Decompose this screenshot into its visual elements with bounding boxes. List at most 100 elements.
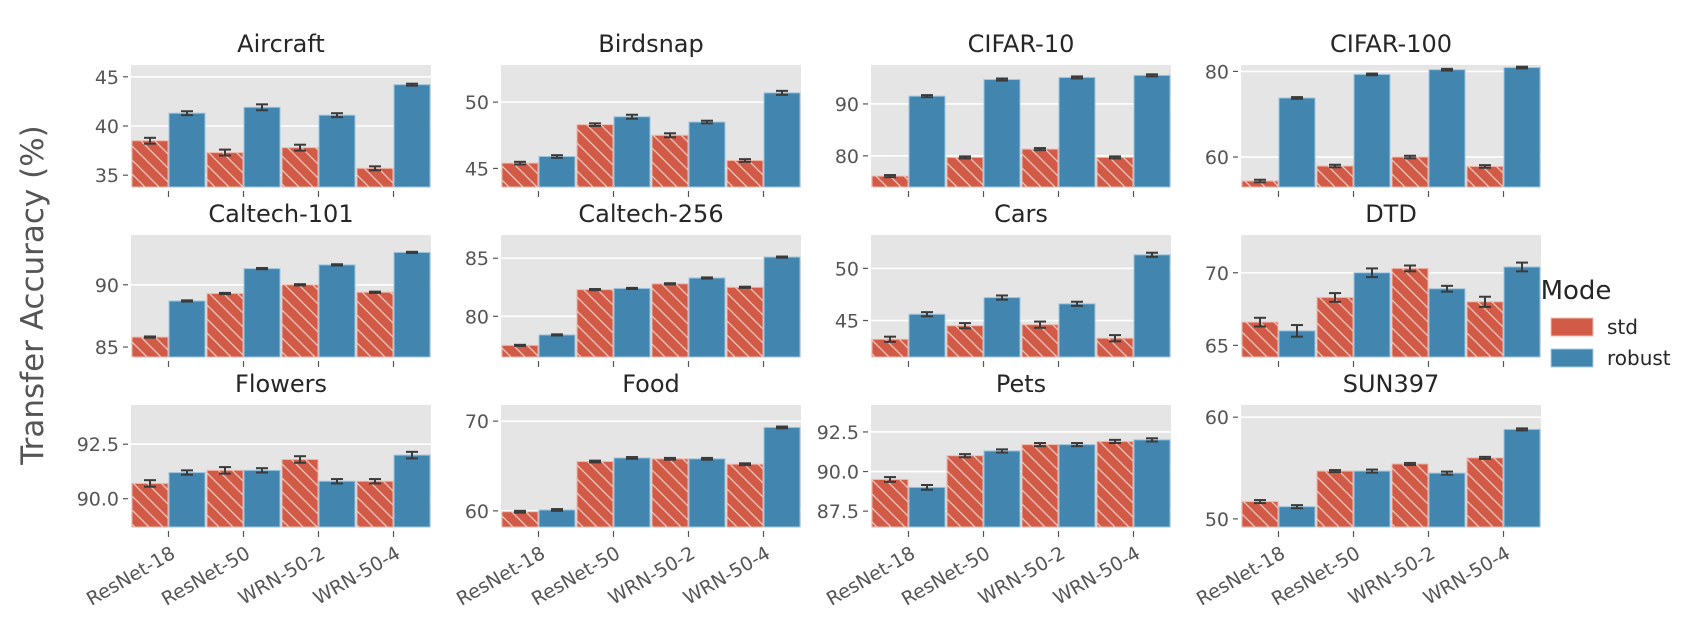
y-tick-label: 80 [835,146,859,168]
error-bar [959,322,971,330]
y-tick-label: 92.5 [817,422,859,444]
bar-robust-wrn-50-2 [688,121,726,188]
bar-robust-wrn-50-4 [763,256,801,358]
bar-robust-wrn-50-2 [1058,303,1096,358]
bar-hatch [947,325,983,357]
y-tick-label: 45 [95,67,119,89]
error-bar [776,89,788,96]
bar-hatch [1022,444,1058,527]
panel-title: Caltech-101 [208,200,353,228]
bar-robust-wrn-50-4 [1133,74,1171,188]
error-bar [514,160,526,166]
error-bar [1291,504,1303,510]
bar-robust-resnet-50 [1353,272,1391,358]
error-bar [256,103,268,112]
error-bar [589,288,601,292]
bar-robust-resnet-50 [1353,470,1391,528]
bar-hatch [1242,322,1278,357]
error-bar [664,132,676,139]
bar-robust-resnet-50 [1353,73,1391,188]
error-bar [144,136,156,145]
bar-robust-resnet-18 [908,313,946,358]
bar-hatch [1242,501,1278,527]
bar-hatch [1467,301,1503,357]
error-bar [1254,316,1266,328]
bar-robust-wrn-50-2 [1058,444,1096,528]
error-bar [551,333,563,337]
error-bar [331,112,343,119]
bar-robust-wrn-50-2 [1428,288,1466,358]
bar-hatch [282,147,318,187]
x-tick-label: WRN-50-4 [310,542,404,609]
bar-hatch [652,135,688,187]
error-bar [1329,469,1341,474]
error-bar [1441,284,1453,293]
bar-hatch [872,339,908,357]
error-bar [144,479,156,488]
error-bar [1034,442,1046,448]
bar-robust-wrn-50-4 [1503,67,1541,188]
panel-title: Flowers [235,370,327,398]
bar-robust-resnet-18 [538,334,576,358]
error-bar [294,283,306,287]
error-bar [406,250,418,255]
error-bar [701,456,713,461]
bar-hatch [1022,149,1058,187]
bar-robust-wrn-50-4 [393,84,431,188]
panel-flowers: 90.092.5FlowersResNet-18ResNet-50WRN-50-… [77,370,431,610]
error-bar [626,456,638,460]
legend-swatch-robust [1550,348,1594,368]
error-bar [1146,73,1158,78]
bar-hatch [872,479,908,527]
bar-robust-wrn-50-4 [393,454,431,528]
bar-hatch [727,287,763,357]
y-tick-label: 70 [1205,263,1229,285]
bar-robust-wrn-50-4 [763,92,801,188]
bar-robust-wrn-50-4 [393,251,431,358]
bar-robust-resnet-50 [613,457,651,528]
bar-hatch [1097,441,1133,527]
bar-hatch [727,464,763,527]
y-axis-label: Transfer Accuracy (%) [15,125,51,466]
panel-title: SUN397 [1343,370,1440,398]
error-bar [921,94,933,99]
error-bar [884,335,896,343]
error-bar [739,285,751,289]
error-bar [739,462,751,467]
x-tick-label: WRN-50-4 [680,542,774,609]
y-tick-label: 85 [465,248,489,270]
error-bar [1479,455,1491,460]
bar-hatch [502,345,538,357]
panel-sun397: 5060SUN397ResNet-18ResNet-50WRN-50-2WRN-… [1193,370,1541,610]
bar-hatch [577,289,613,357]
bar-robust-resnet-18 [538,156,576,188]
error-bar [1441,67,1453,72]
error-bar [1109,438,1121,445]
error-bar [1034,147,1046,152]
error-bar [776,425,788,430]
error-bar [884,174,896,179]
error-bar [921,484,933,491]
bar-robust-resnet-50 [613,116,651,188]
error-bar [331,263,343,267]
error-bar [1146,251,1158,258]
bar-hatch [1317,297,1353,357]
bar-hatch [132,483,168,527]
bar-hatch [132,140,168,187]
bar-robust-wrn-50-4 [1133,439,1171,528]
bar-robust-resnet-50 [243,268,281,358]
bar-hatch [1467,166,1503,187]
y-tick-label: 92.5 [77,434,119,456]
bar-robust-wrn-50-2 [318,480,356,528]
bar-robust-resnet-18 [908,95,946,188]
legend-title: Mode [1541,276,1612,306]
y-tick-label: 50 [835,258,859,280]
bar-hatch [1317,166,1353,187]
y-tick-label: 60 [465,501,489,523]
error-bar [514,343,526,347]
error-bar [1404,461,1416,466]
error-bar [1404,154,1416,160]
bar-hatch [577,461,613,527]
error-bar [589,122,601,127]
